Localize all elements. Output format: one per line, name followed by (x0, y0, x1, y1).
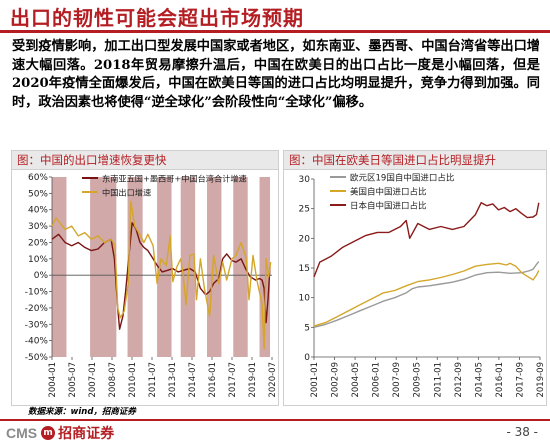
shaded-period (259, 177, 271, 357)
y-tick-label: 20% (28, 238, 48, 248)
x-tick-label: 2012-09 (454, 362, 464, 398)
x-tick-label: 2017-07 (228, 362, 238, 398)
page-title: 出口的韧性可能会超出市场预期 (10, 6, 304, 30)
company-name: 招商证券 (58, 426, 115, 442)
chart-panel-header: 图：中国的出口增速恢复更快 (12, 151, 278, 170)
chart-title: 图：中国在欧美日等国进口占比明显提升 (289, 153, 496, 167)
y-tick-label: 10 (299, 294, 311, 304)
shaded-period (233, 177, 248, 357)
y-tick-label: -50% (25, 353, 49, 363)
company-logo: CMS m 招商证券 (6, 424, 114, 442)
logo-mark-icon: m (41, 426, 56, 440)
page-number: - 38 - (506, 425, 538, 439)
series-line (51, 200, 272, 350)
shaded-period (90, 177, 117, 357)
x-tick-label: 2004-01 (48, 362, 58, 398)
y-tick-label: 25 (299, 205, 310, 215)
series-line (313, 261, 540, 328)
y-tick-label: 20 (299, 234, 311, 244)
x-tick-label: 2016-01 (208, 362, 218, 398)
y-tick-label: 0% (34, 271, 49, 281)
title-divider (0, 30, 550, 33)
export-growth-chart: 60% 50% 40% 30% 20% 10% 0% -10% -20% -30% -40% -50%… (25, 173, 278, 398)
data-source: 数据来源：wind，招商证券 (28, 407, 136, 417)
x-tick-label: 2002-09 (331, 362, 341, 398)
series-line (313, 202, 540, 278)
y-tick-label: 50% (28, 189, 48, 199)
shaded-period (180, 177, 196, 357)
x-tick-label: 2020-07 (268, 362, 278, 398)
y-tick-label: 40% (28, 206, 48, 216)
legend-label: 中国出口增速 (102, 188, 151, 198)
x-tick-label: 2008-07 (108, 362, 118, 398)
x-tick-label: 2019-01 (248, 362, 258, 398)
series-line (313, 262, 540, 327)
x-tick-label: 2013-01 (168, 362, 178, 398)
x-tick-label: 2009-05 (413, 362, 423, 398)
y-tick-label: 5 (304, 323, 310, 333)
chart-panel-export-growth: 图：中国的出口增速恢复更快 60% 50% 40% 30% 20% 10% 0% -10% -2… (11, 150, 279, 406)
shaded-period (127, 177, 143, 357)
y-tick-label: -30% (25, 320, 49, 330)
x-tick-label: 2019-09 (536, 362, 546, 398)
legend-label: 美国自中国进口占比 (350, 187, 427, 198)
chart-panel-header: 图：中国在欧美日等国进口占比明显提升 (284, 151, 546, 170)
chart-panel-import-share: 图：中国在欧美日等国进口占比明显提升 30 25 20 15 10 5 0 2001-01 20… (283, 150, 547, 406)
logo-cms-text: CMS (6, 425, 38, 441)
x-tick-label: 2007-01 (88, 362, 98, 398)
x-tick-label: 2010-01 (128, 362, 138, 398)
x-tick-label: 2004-05 (351, 362, 361, 398)
shaded-period (52, 177, 67, 357)
y-tick-label: 0 (304, 353, 310, 363)
x-tick-label: 2001-01 (310, 362, 320, 398)
legend-label: 欧元区19国自中国进口占比 (350, 173, 454, 184)
chart-title: 图：中国的出口增速恢复更快 (17, 153, 167, 167)
shaded-period (206, 177, 222, 357)
x-tick-label: 2011-07 (148, 362, 158, 398)
y-tick-label: 15 (299, 264, 310, 274)
body-paragraph: 受到疫情影响，加工出口型发展中国家或者地区，如东南亚、墨西哥、中国台湾省等出口增… (12, 39, 540, 110)
x-tick-label: 2014-07 (188, 362, 198, 398)
y-tick-label: -40% (25, 337, 49, 347)
x-tick-label: 2006-01 (372, 362, 382, 398)
legend-label: 东南亚五国+墨西哥+中国台湾合计增速 (102, 174, 247, 184)
x-tick-label: 2011-01 (433, 362, 443, 398)
x-tick-label: 2007-09 (392, 362, 402, 398)
footer-divider (0, 419, 550, 421)
y-tick-label: -20% (25, 304, 49, 314)
shaded-period (157, 177, 172, 357)
x-tick-label: 2014-05 (474, 362, 484, 398)
y-tick-label: 30 (299, 175, 311, 185)
x-tick-label: 2005-07 (68, 362, 78, 398)
y-tick-label: 30% (28, 222, 48, 232)
y-tick-label: 60% (28, 173, 48, 183)
x-tick-label: 2016-01 (495, 362, 505, 398)
legend-label: 日本自中国进口占比 (350, 201, 427, 212)
x-tick-label: 2017-09 (515, 362, 525, 398)
y-tick-label: 10% (28, 255, 48, 265)
y-tick-label: -10% (25, 288, 49, 298)
